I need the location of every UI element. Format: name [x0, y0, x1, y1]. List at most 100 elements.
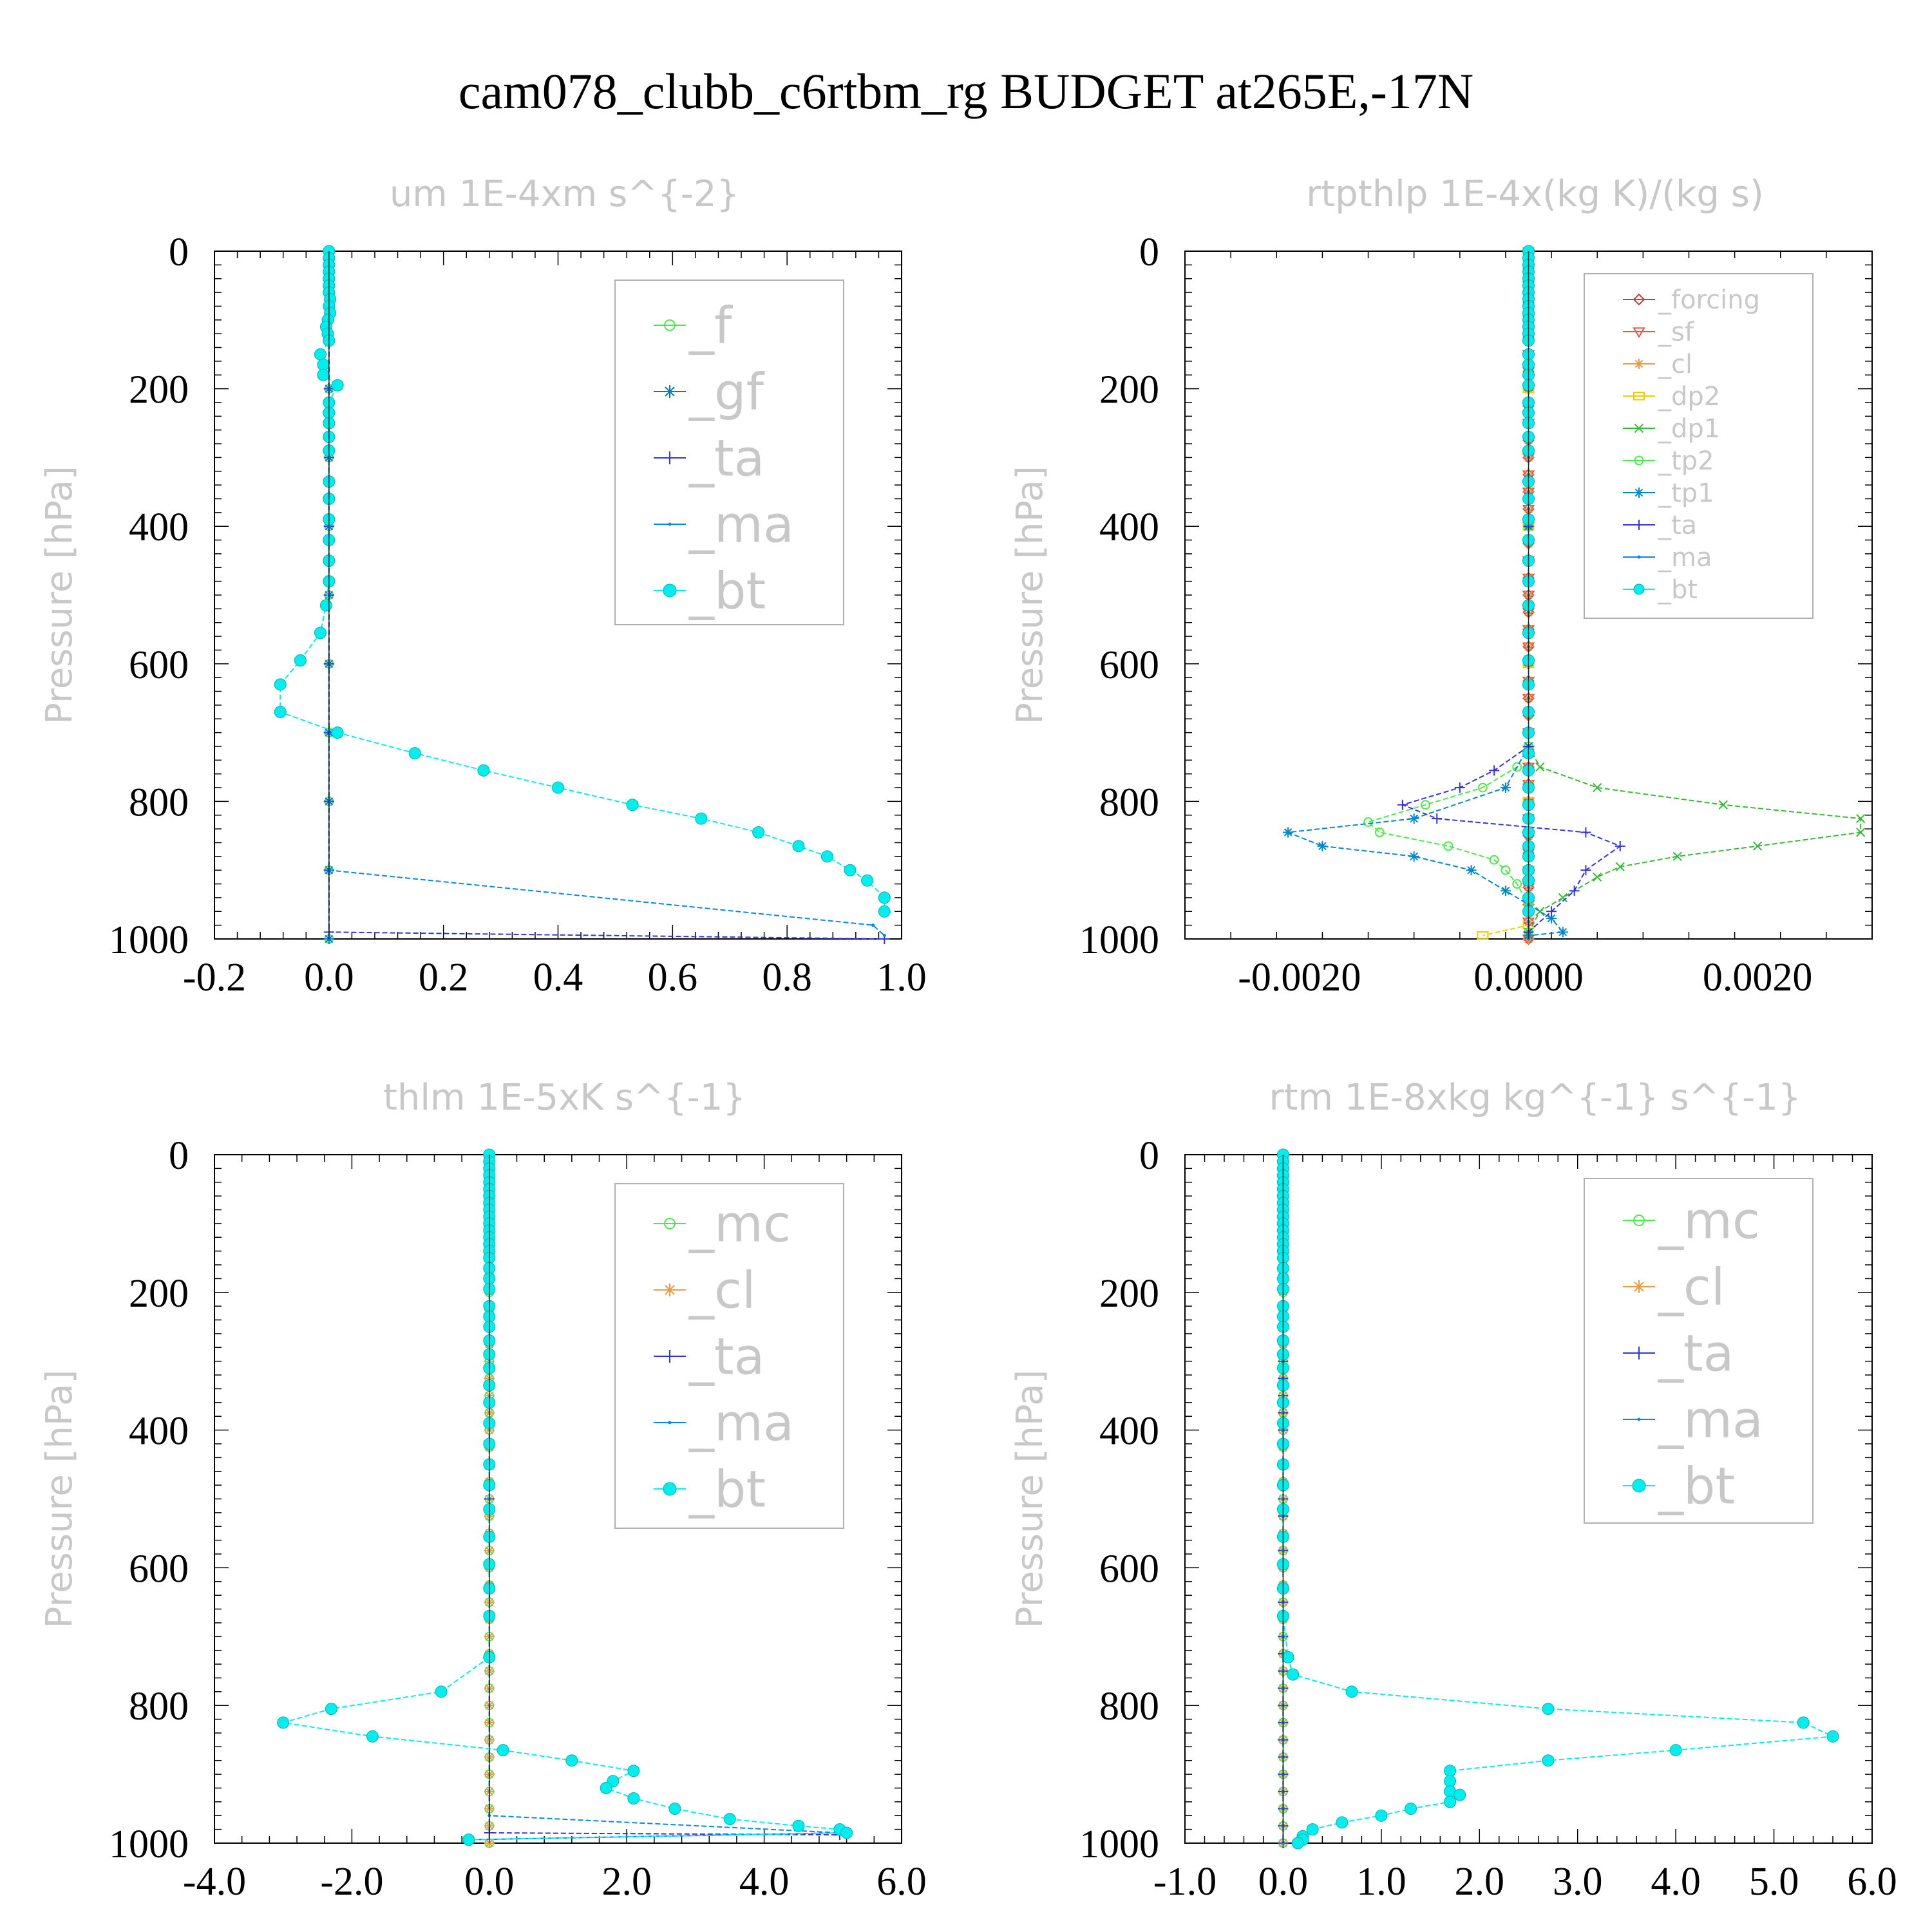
bt-marker	[1291, 1837, 1304, 1850]
legend-label: _gf	[688, 363, 765, 421]
bt-marker	[663, 583, 677, 598]
triangle-down-marker	[1633, 327, 1645, 338]
x-tick-label: 0.4	[533, 956, 583, 999]
x-tick-label: 1.0	[876, 956, 927, 999]
y-tick-label: 400	[1099, 1410, 1159, 1454]
y-tick-label: 1000	[1079, 1823, 1159, 1866]
legend-box	[1584, 1178, 1814, 1524]
bt-marker	[331, 379, 344, 392]
asterisk-marker	[1317, 840, 1328, 851]
bt-marker	[319, 599, 332, 612]
y-tick-label: 400	[129, 506, 189, 549]
figure-title: cam078_clubb_c6rtbm_rg BUDGET at265E,-17…	[459, 63, 1473, 119]
bt-marker	[331, 726, 344, 739]
legend-label: _forcing	[1658, 285, 1760, 315]
circle-marker	[664, 1218, 676, 1229]
plus-marker	[1546, 906, 1557, 917]
bt-marker	[844, 864, 857, 876]
x-tick-label: -0.2	[183, 956, 246, 999]
x-marker	[1558, 893, 1567, 903]
bt-marker	[626, 799, 639, 811]
dot-marker	[882, 934, 886, 938]
legend: _mc _cl _ta _ma _bt	[1584, 1178, 1814, 1524]
bt-marker	[1375, 1809, 1388, 1822]
legend-label: _cl	[688, 1262, 756, 1320]
panels: um 1E-4xm s^{-2} Pressure [hPa] 0 200 400 600…	[39, 173, 1897, 1904]
legend-label: _dp2	[1658, 382, 1720, 412]
square-marker	[1633, 392, 1645, 401]
bt-marker	[1444, 1775, 1457, 1788]
y-tick-label: 600	[1099, 1547, 1159, 1591]
y-tick-label: 800	[1099, 781, 1159, 824]
x-tick-label: 0.6	[648, 956, 698, 999]
x-tick-label: 0.2	[419, 956, 469, 999]
asterisk-marker	[1466, 865, 1477, 876]
legend-label: _ta	[688, 430, 764, 488]
bt-marker	[695, 812, 708, 825]
legend-label: _ta	[1658, 1325, 1734, 1383]
asterisk-marker	[663, 385, 676, 398]
dot-marker	[668, 1421, 672, 1425]
y-tick-label: 1000	[109, 1823, 189, 1866]
y-axis-label: Pressure [hPa]	[1009, 466, 1051, 724]
chart-subtitle: thlm 1E-5xK s^{-1}	[383, 1077, 746, 1119]
bt-marker	[1542, 1703, 1555, 1716]
chart-panel-1: um 1E-4xm s^{-2} Pressure [hPa] 0 200 400 600…	[39, 173, 927, 999]
bt-marker	[1345, 1685, 1358, 1698]
circle-marker	[1634, 455, 1644, 466]
dot-marker	[1637, 555, 1641, 559]
x-marker	[1615, 862, 1625, 871]
chart-subtitle: um 1E-4xm s^{-2}	[390, 173, 739, 215]
asterisk-marker	[1634, 359, 1644, 369]
x-tick-label: 0.8	[762, 956, 812, 999]
bt-marker	[477, 764, 490, 777]
bt-marker	[274, 706, 287, 719]
circle-marker	[1477, 782, 1488, 793]
x-marker	[1593, 872, 1602, 882]
bt-marker	[366, 1730, 379, 1743]
circle-marker	[1443, 841, 1454, 851]
x-marker	[1593, 782, 1602, 793]
legend-label: _bt	[688, 562, 766, 620]
bt-marker	[1444, 1765, 1457, 1777]
legend-label: _ma	[688, 496, 794, 554]
bt-marker	[1632, 1479, 1646, 1493]
y-tick-label: 200	[129, 1272, 189, 1316]
bt-marker	[294, 654, 307, 667]
y-tick-label: 0	[1139, 1134, 1159, 1178]
legend-label: _cl	[1658, 350, 1692, 379]
x-marker	[1535, 762, 1545, 772]
x-marker	[1856, 828, 1866, 837]
circle-marker	[1489, 855, 1499, 865]
legend-label: _mc	[688, 1195, 791, 1253]
bt-marker	[663, 1482, 677, 1496]
y-tick-label: 1000	[109, 918, 189, 962]
asterisk-marker	[1634, 488, 1644, 498]
bt-marker	[435, 1685, 448, 1698]
legend-box	[614, 279, 844, 625]
plus-marker	[1615, 840, 1625, 851]
bt-marker	[861, 874, 874, 887]
y-tick-label: 800	[129, 1685, 189, 1728]
y-tick-label: 600	[1099, 643, 1159, 687]
x-tick-label: 2.0	[601, 1860, 652, 1904]
plus-marker	[1580, 827, 1591, 838]
x-tick-label: 3.0	[1553, 1860, 1603, 1904]
legend-label: _ma	[1658, 1391, 1763, 1449]
bt-marker	[1797, 1716, 1810, 1729]
asterisk-marker	[1500, 886, 1511, 896]
y-tick-label: 200	[1099, 1272, 1159, 1316]
bt-marker	[1826, 1730, 1839, 1743]
asterisk-marker	[1408, 813, 1419, 824]
asterisk-marker	[1633, 1280, 1645, 1293]
bt-marker	[627, 1792, 640, 1805]
plus-marker	[1454, 782, 1465, 793]
legend-label: _bt	[688, 1461, 766, 1519]
plus-marker	[663, 451, 676, 464]
chart-panel-3: thlm 1E-5xK s^{-1} Pressure [hPa] 0 200 400 6…	[39, 1077, 927, 1904]
circle-marker	[1512, 762, 1522, 772]
x-marker	[1672, 851, 1682, 861]
chart-panel-2: rtpthlp 1E-4x(kg K)/(kg s) Pressure [hPa]…	[1009, 173, 1873, 999]
legend-label: _ta	[1658, 511, 1697, 540]
plus-marker	[1633, 1347, 1645, 1359]
